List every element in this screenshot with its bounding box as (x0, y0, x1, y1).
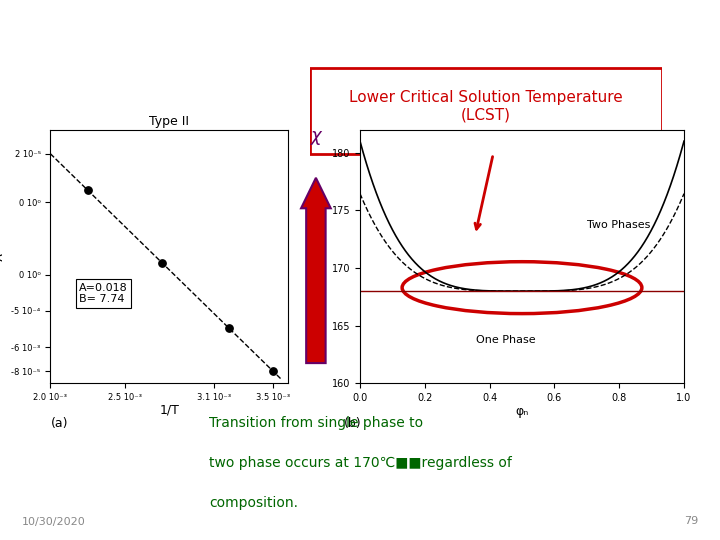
Point (156, 258, 168, 267)
Text: One Phase: One Phase (476, 335, 536, 345)
Text: 1/T: 1/T (159, 404, 179, 417)
X-axis label: φₙ: φₙ (516, 404, 528, 417)
Text: A=0.018
B= 7.74: A=0.018 B= 7.74 (79, 282, 127, 304)
Text: (a): (a) (50, 416, 68, 429)
FancyArrow shape (301, 178, 330, 363)
Text: 79: 79 (684, 516, 698, 526)
Y-axis label: λ: λ (0, 252, 6, 261)
FancyBboxPatch shape (310, 68, 662, 154)
Point (82, 186, 94, 194)
Text: two phase occurs at 170℃■■regardless of: two phase occurs at 170℃■■regardless of (209, 456, 512, 470)
Point (223, 323, 235, 332)
Point (267, 367, 279, 376)
Title: Type II: Type II (149, 116, 189, 129)
Text: Lower Critical Solution Temperature
(LCST): Lower Critical Solution Temperature (LCS… (349, 90, 623, 122)
Text: Transition from single phase to: Transition from single phase to (209, 416, 423, 430)
Text: χ: χ (310, 127, 321, 145)
Text: composition.: composition. (209, 496, 298, 510)
Text: (b): (b) (344, 416, 361, 429)
Text: Two Phases: Two Phases (587, 220, 650, 229)
Text: 10/30/2020: 10/30/2020 (22, 516, 86, 526)
